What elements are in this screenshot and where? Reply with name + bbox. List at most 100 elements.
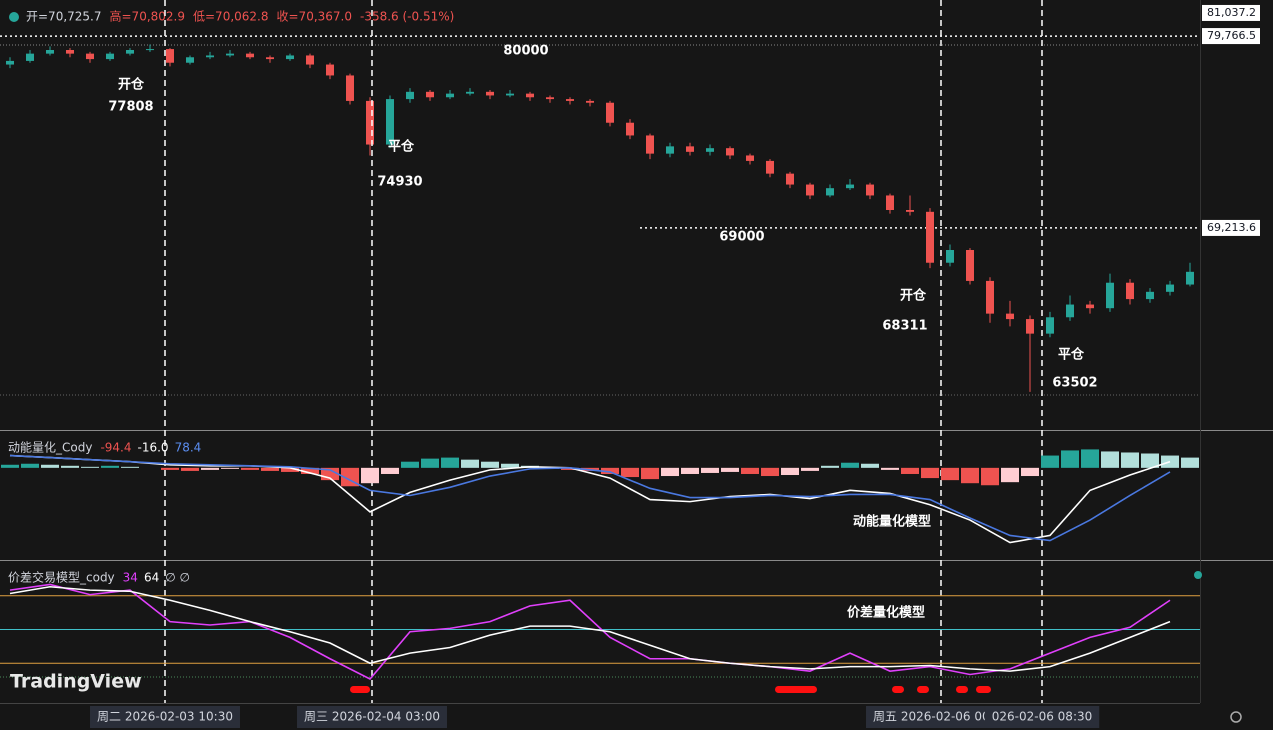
candle-body xyxy=(986,280,994,314)
ohlc-value: 开=70,725.7 xyxy=(26,10,102,24)
candle-body xyxy=(426,91,434,98)
histogram-bar xyxy=(101,465,119,468)
indicator-value: 64 xyxy=(144,571,159,585)
candle-body xyxy=(1126,282,1134,300)
ohlc-value: -358.6 (-0.51%) xyxy=(360,10,454,24)
annotation: 77808 xyxy=(108,100,153,115)
histogram-bar xyxy=(921,467,939,479)
histogram-bar xyxy=(721,467,739,472)
histogram-bar xyxy=(601,467,619,474)
candle-body xyxy=(66,50,74,54)
signal-marks xyxy=(350,686,991,693)
histogram-bar xyxy=(841,462,859,468)
candle-body xyxy=(966,250,974,281)
indicator-value: ∅ ∅ xyxy=(165,571,190,585)
annotation: 平仓 xyxy=(388,139,415,155)
histogram-bar xyxy=(381,467,399,474)
annotation: 开仓 xyxy=(900,288,927,304)
candle-body xyxy=(786,173,794,185)
histogram-bar xyxy=(1081,449,1099,468)
annotation: 平仓 xyxy=(1058,347,1085,363)
candle-body xyxy=(106,53,114,60)
time-label: 周五 2026-02-06 00:30 xyxy=(873,710,1009,724)
histogram-bar xyxy=(121,466,139,468)
candle-body xyxy=(586,100,594,103)
price-label-box xyxy=(1202,28,1260,45)
annotation: 价差量化模型 xyxy=(847,605,925,621)
candle-body xyxy=(846,184,854,189)
histogram-bar xyxy=(1001,467,1019,483)
histogram-bar xyxy=(361,467,379,484)
histogram-bar xyxy=(1021,467,1039,477)
histogram-bar xyxy=(421,458,439,468)
histogram-bar xyxy=(461,459,479,468)
candle-body xyxy=(806,184,814,196)
histogram-bar xyxy=(1141,453,1159,468)
candle-body xyxy=(646,135,654,154)
histogram-bar xyxy=(1121,452,1139,468)
indicator-line xyxy=(9,583,1171,680)
histogram-bar xyxy=(741,467,759,474)
signal xyxy=(350,686,370,693)
histogram-bar xyxy=(81,466,99,468)
histogram-bar xyxy=(861,463,879,468)
time-label: 周三 2026-02-04 03:00 xyxy=(304,710,440,724)
signal xyxy=(892,686,904,693)
indicator-title: 动能量化_Cody xyxy=(8,441,92,455)
histogram-bar xyxy=(661,467,679,477)
histogram-bar xyxy=(401,461,419,468)
indicator-line xyxy=(9,454,1171,544)
indicator-value: -16.0 xyxy=(138,441,169,455)
candle-body xyxy=(286,55,294,60)
indicator-value: 34 xyxy=(123,571,138,585)
annotation: 68311 xyxy=(882,319,927,334)
candle-body xyxy=(346,75,354,101)
histogram-bar xyxy=(621,467,639,478)
candle-body xyxy=(926,211,934,263)
histogram-bar xyxy=(201,467,219,470)
candle-body xyxy=(1026,319,1034,334)
histogram-bar xyxy=(61,465,79,468)
candle-body xyxy=(166,49,174,63)
candle-body xyxy=(266,57,274,60)
histogram-bar xyxy=(1061,450,1079,468)
candle-body xyxy=(706,148,714,152)
price-label: 79,766.5 xyxy=(1207,29,1256,42)
histogram-bar xyxy=(21,463,39,468)
histogram-bar xyxy=(241,467,259,470)
candle-body xyxy=(866,184,874,196)
indicator-line xyxy=(9,454,1171,542)
candle-body xyxy=(46,50,54,54)
candle-body xyxy=(126,50,134,54)
settings-icon[interactable] xyxy=(1230,711,1242,723)
status-dot xyxy=(1194,571,1202,579)
histogram-bar xyxy=(641,467,659,480)
histogram-bar xyxy=(1041,455,1059,468)
candle-body xyxy=(386,99,394,145)
candle-body xyxy=(206,55,214,58)
candle-body xyxy=(1146,291,1154,300)
candle-body xyxy=(406,91,414,100)
candle-body xyxy=(306,55,314,65)
candle-body xyxy=(546,97,554,100)
signal xyxy=(917,686,929,693)
candle-body xyxy=(506,93,514,96)
time-label: 周二 2026-02-03 10:30 xyxy=(97,710,233,724)
ohlc-value: 高=70,802.9 xyxy=(110,9,186,24)
candle-body xyxy=(746,155,754,161)
candle-body xyxy=(486,91,494,96)
histogram-bar xyxy=(981,467,999,486)
price-label: 69,213.6 xyxy=(1207,221,1256,234)
histogram-bar xyxy=(801,467,819,471)
candle-body xyxy=(1006,313,1014,320)
candle-body xyxy=(886,195,894,210)
time-label: 026-02-06 08:30 xyxy=(992,710,1093,724)
annotation: 63502 xyxy=(1052,376,1097,391)
candle-body xyxy=(626,122,634,136)
candle-body xyxy=(566,99,574,101)
annotation: 80000 xyxy=(503,44,548,59)
histogram-bar xyxy=(261,467,279,471)
time-label-box xyxy=(90,706,240,728)
histogram-bar xyxy=(761,467,779,477)
